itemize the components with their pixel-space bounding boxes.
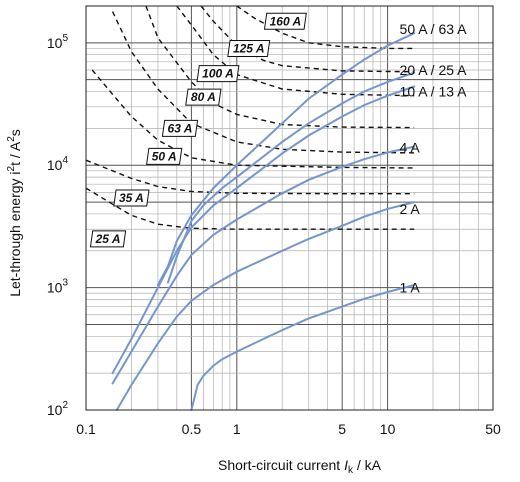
fuse-curve-6 bbox=[200, 5, 415, 73]
x-tick-label-5: 50 bbox=[485, 421, 501, 437]
fuse-label-box bbox=[227, 39, 271, 57]
series-line-4 bbox=[115, 201, 416, 411]
fuse-curve-0 bbox=[85, 187, 415, 230]
fuse-label-text: 35 A bbox=[119, 191, 144, 205]
fuse-label-text: 80 A bbox=[191, 90, 216, 104]
series-labels: 25 A 35 A 50 A 63 A 80 A 100 A 125 A 160 A 50 A … bbox=[89, 12, 468, 296]
series-curves bbox=[111, 32, 416, 411]
fuse-label-text: 63 A bbox=[168, 121, 193, 135]
x-tick-label-1: 0.5 bbox=[182, 421, 202, 437]
series-label-4: 2 A bbox=[400, 201, 421, 217]
x-tick-label-0: 0.1 bbox=[76, 421, 96, 437]
fuse-label-2: 50 A bbox=[146, 147, 183, 165]
y-tick-label-1: 103 bbox=[47, 278, 69, 296]
series-label-3: 4 A bbox=[400, 139, 421, 155]
x-axis-title: Short-circuit current Ik / kA bbox=[218, 457, 382, 476]
fuse-label-box bbox=[263, 12, 307, 30]
fuse-label-text: 50 A bbox=[152, 149, 177, 163]
fuse-label-text: 100 A bbox=[202, 67, 234, 81]
plot-frame bbox=[85, 5, 494, 411]
fuse-label-4: 80 A bbox=[185, 88, 222, 106]
fuse-label-7: 160 A bbox=[263, 12, 307, 30]
fuse-label-text: 160 A bbox=[270, 14, 302, 28]
series-line-2 bbox=[111, 85, 416, 375]
fuse-label-box bbox=[146, 147, 183, 165]
fuse-label-box bbox=[185, 88, 222, 106]
series-line-1 bbox=[167, 71, 416, 284]
series-line-0 bbox=[156, 32, 416, 286]
series-label-0: 50 A / 63 A bbox=[400, 21, 468, 37]
fuse-curve-2 bbox=[91, 69, 415, 169]
series-label-1: 20 A / 25 A bbox=[400, 62, 468, 78]
fuse-label-box bbox=[89, 230, 127, 248]
y-tick-label-0: 102 bbox=[47, 400, 69, 418]
y-tick-label-3: 105 bbox=[47, 33, 69, 51]
fuse-label-6: 125 A bbox=[227, 39, 271, 57]
y-axis-title: Let-through energy i2t / A2s bbox=[6, 129, 23, 297]
fuse-label-text: 25 A bbox=[95, 232, 121, 246]
series-label-5: 1 A bbox=[400, 280, 421, 296]
series-line-3 bbox=[111, 145, 416, 385]
fuse-label-box bbox=[161, 119, 199, 137]
tick-labels: 0.1 0.5 1 5 10 50 102 103 104 105 bbox=[47, 33, 501, 437]
y-tick-label-2: 104 bbox=[47, 155, 69, 173]
x-tick-label-2: 1 bbox=[233, 421, 241, 437]
x-tick-label-3: 5 bbox=[338, 421, 346, 437]
fuse-curve-1 bbox=[85, 159, 415, 195]
series-line-5 bbox=[190, 284, 416, 411]
fuse-label-3: 63 A bbox=[161, 119, 199, 137]
x-tick-label-4: 10 bbox=[380, 421, 396, 437]
fuse-label-5: 100 A bbox=[196, 65, 240, 83]
fuse-curve-7 bbox=[236, 5, 415, 50]
fuse-label-box bbox=[196, 65, 240, 83]
fuse-curve-3 bbox=[111, 11, 415, 154]
fuse-label-text: 125 A bbox=[233, 41, 265, 55]
series-label-2: 10 A / 13 A bbox=[400, 84, 468, 100]
fuse-label-0: 25 A bbox=[89, 230, 127, 248]
fuse-label-box bbox=[113, 189, 150, 207]
fuse-label-1: 35 A bbox=[113, 189, 150, 207]
